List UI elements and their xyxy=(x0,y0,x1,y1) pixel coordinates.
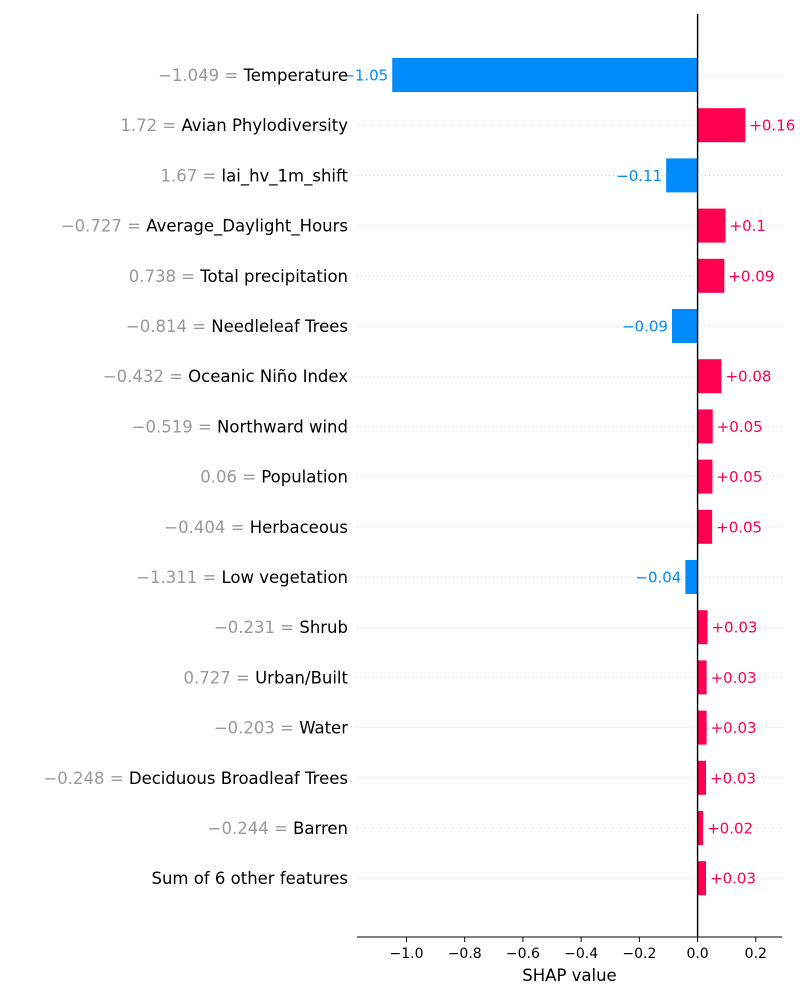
shap-value-label: −1.05 xyxy=(342,67,388,85)
x-tick-label: −0.8 xyxy=(448,946,482,962)
feature-name: Northward wind xyxy=(217,417,348,436)
shap-bar xyxy=(697,660,707,695)
x-axis: −1.0 −0.8 −0.6 −0.4 −0.2 0.0 0.2 xyxy=(357,936,782,962)
feature-label: 1.67 = lai_hv_1m_shift xyxy=(160,166,348,186)
shap-bar xyxy=(697,861,707,896)
shap-bar xyxy=(671,309,698,343)
feature-name: Barren xyxy=(293,819,348,838)
feature-value: −0.727 = xyxy=(61,217,146,236)
feature-value: 0.738 = xyxy=(129,267,201,286)
feature-name: Deciduous Broadleaf Trees xyxy=(129,769,348,788)
shap-bar xyxy=(697,509,713,544)
x-tick-label: 0.0 xyxy=(686,946,708,962)
feature-label: −0.519 = Northward wind xyxy=(132,417,348,436)
shap-value-label: +0.1 xyxy=(730,217,766,235)
feature-label: −1.049 = Temperature xyxy=(158,66,348,85)
shap-bar xyxy=(697,258,725,293)
feature-label: −0.248 = Deciduous Broadleaf Trees xyxy=(43,769,348,788)
feature-value: −0.432 = xyxy=(103,367,188,386)
feature-value: −0.203 = xyxy=(214,719,299,738)
feature-value: 0.06 = xyxy=(200,468,261,487)
bars xyxy=(392,58,746,896)
feature-name: Shrub xyxy=(299,618,348,637)
feature-name: lai_hv_1m_shift xyxy=(222,166,349,186)
feature-label: Sum of 6 other features xyxy=(151,869,348,888)
feature-label: −0.404 = Herbaceous xyxy=(164,518,348,537)
shap-bar xyxy=(685,560,698,594)
shap-value-label: +0.02 xyxy=(707,820,753,838)
feature-label: −0.244 = Barren xyxy=(208,819,348,838)
feature-name: Temperature xyxy=(242,66,348,85)
feature-name: Needleleaf Trees xyxy=(211,317,348,336)
feature-label: −0.727 = Average_Daylight_Hours xyxy=(61,217,348,237)
shap-bar xyxy=(697,760,707,795)
x-tick-label: −1.0 xyxy=(389,946,423,962)
feature-name: Low vegetation xyxy=(222,568,348,587)
row-guides xyxy=(357,74,782,879)
shap-bar xyxy=(392,58,698,92)
feature-value: −0.244 = xyxy=(208,819,293,838)
shap-value-label: +0.03 xyxy=(710,769,756,787)
shap-bar xyxy=(697,208,726,243)
shap-value-label: +0.03 xyxy=(711,619,757,637)
feature-name: Average_Daylight_Hours xyxy=(146,217,348,237)
feature-value: −0.248 = xyxy=(43,769,128,788)
feature-name: Oceanic Niño Index xyxy=(188,367,348,386)
shap-value-label: +0.05 xyxy=(717,418,763,436)
x-tick-label: −0.6 xyxy=(506,946,540,962)
feature-label: −0.231 = Shrub xyxy=(214,618,348,637)
feature-value: 1.67 = xyxy=(160,166,221,185)
feature-value: 0.727 = xyxy=(184,668,256,687)
x-tick-label: −0.4 xyxy=(564,946,598,962)
feature-value: −1.049 = xyxy=(158,66,243,85)
shap-value-label: +0.05 xyxy=(716,518,762,536)
feature-value: −1.311 = xyxy=(136,568,221,587)
feature-labels: −1.05−1.049 = Temperature+0.161.72 = Avi… xyxy=(43,66,795,888)
feature-value: −0.519 = xyxy=(132,417,217,436)
feature-label: 0.738 = Total precipitation xyxy=(129,267,348,286)
feature-value: −0.404 = xyxy=(164,518,249,537)
feature-name: Population xyxy=(261,468,348,487)
feature-name: Sum of 6 other features xyxy=(151,869,348,888)
feature-name: Total precipitation xyxy=(199,267,348,286)
feature-name: Avian Phylodiversity xyxy=(181,116,348,135)
feature-label: 0.727 = Urban/Built xyxy=(184,668,349,687)
feature-value: −0.814 = xyxy=(126,317,211,336)
shap-value-label: +0.03 xyxy=(710,870,756,888)
feature-label: 1.72 = Avian Phylodiversity xyxy=(120,116,348,135)
shap-bar xyxy=(697,710,707,745)
shap-bar xyxy=(666,158,698,193)
x-tick-label: −0.2 xyxy=(622,946,656,962)
feature-label: −1.311 = Low vegetation xyxy=(136,568,348,587)
shap-value-label: −0.09 xyxy=(622,318,668,336)
shap-bar xyxy=(697,610,708,645)
feature-value: −0.231 = xyxy=(214,618,299,637)
shap-bar xyxy=(697,359,722,394)
shap-value-label: +0.16 xyxy=(749,117,795,135)
x-tick-label: 0.2 xyxy=(745,946,767,962)
feature-value: 1.72 = xyxy=(120,116,181,135)
feature-name: Urban/Built xyxy=(255,668,348,687)
x-axis-title: SHAP value xyxy=(522,966,616,985)
shap-value-label: −0.11 xyxy=(616,167,662,185)
shap-value-label: +0.08 xyxy=(725,368,771,386)
feature-label: 0.06 = Population xyxy=(200,468,348,487)
feature-label: −0.432 = Oceanic Niño Index xyxy=(103,367,348,386)
feature-label: −0.814 = Needleleaf Trees xyxy=(126,317,348,336)
shap-value-label: +0.03 xyxy=(711,669,757,687)
shap-bar xyxy=(697,459,713,494)
shap-bar xyxy=(697,108,746,143)
feature-name: Herbaceous xyxy=(250,518,348,537)
shap-value-label: +0.05 xyxy=(716,468,762,486)
shap-value-label: +0.09 xyxy=(728,267,774,285)
shap-bar xyxy=(697,811,704,845)
feature-name: Water xyxy=(299,719,348,738)
shap-value-label: +0.03 xyxy=(711,719,757,737)
shap-value-label: −0.04 xyxy=(635,569,681,587)
feature-label: −0.203 = Water xyxy=(214,719,348,738)
shap-bar xyxy=(697,409,713,444)
